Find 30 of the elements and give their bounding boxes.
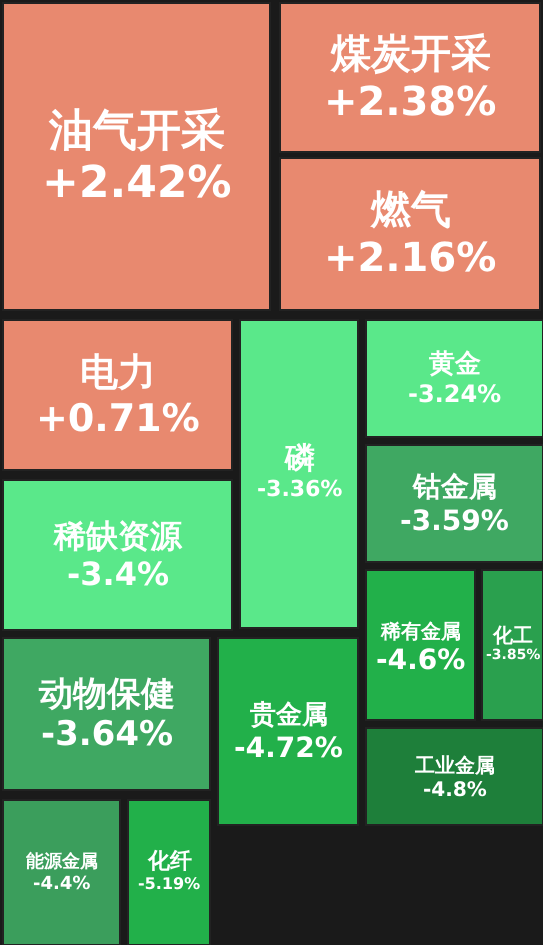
data-label: -3.24% [408, 380, 502, 408]
category-label: 稀缺资源 [53, 517, 183, 555]
data-label: -4.6% [376, 643, 466, 676]
data-label: -3.64% [41, 714, 174, 754]
data-label: -3.4% [67, 555, 170, 593]
category-label: 动物保健 [38, 674, 175, 714]
category-label: 贵金属 [249, 700, 328, 730]
data-label: -3.59% [400, 504, 509, 537]
category-label: 化纤 [147, 849, 192, 874]
category-label: 能源金属 [26, 851, 98, 872]
category-label: 磷 [284, 441, 315, 476]
data-label: -4.72% [234, 731, 343, 764]
data-label: -5.19% [138, 874, 200, 893]
data-label: +0.71% [36, 396, 200, 440]
category-label: 油气开采 [48, 105, 225, 156]
category-label: 黄金 [428, 349, 481, 379]
data-label: +2.16% [324, 235, 496, 281]
data-label: -3.85% [486, 647, 540, 663]
category-label: 钴金属 [412, 470, 497, 503]
category-label: 电力 [80, 350, 156, 394]
category-label: 稀有金属 [380, 619, 461, 643]
category-label: 燃气 [370, 187, 451, 233]
data-label: -4.8% [423, 777, 487, 801]
category-label: 煤炭开采 [330, 31, 491, 77]
data-label: -3.36% [257, 477, 342, 502]
data-label: +2.42% [42, 157, 232, 208]
category-label: 化工 [492, 623, 533, 647]
data-label: +2.38% [324, 79, 496, 125]
data-label: -4.4% [33, 873, 90, 894]
category-label: 工业金属 [414, 753, 495, 777]
